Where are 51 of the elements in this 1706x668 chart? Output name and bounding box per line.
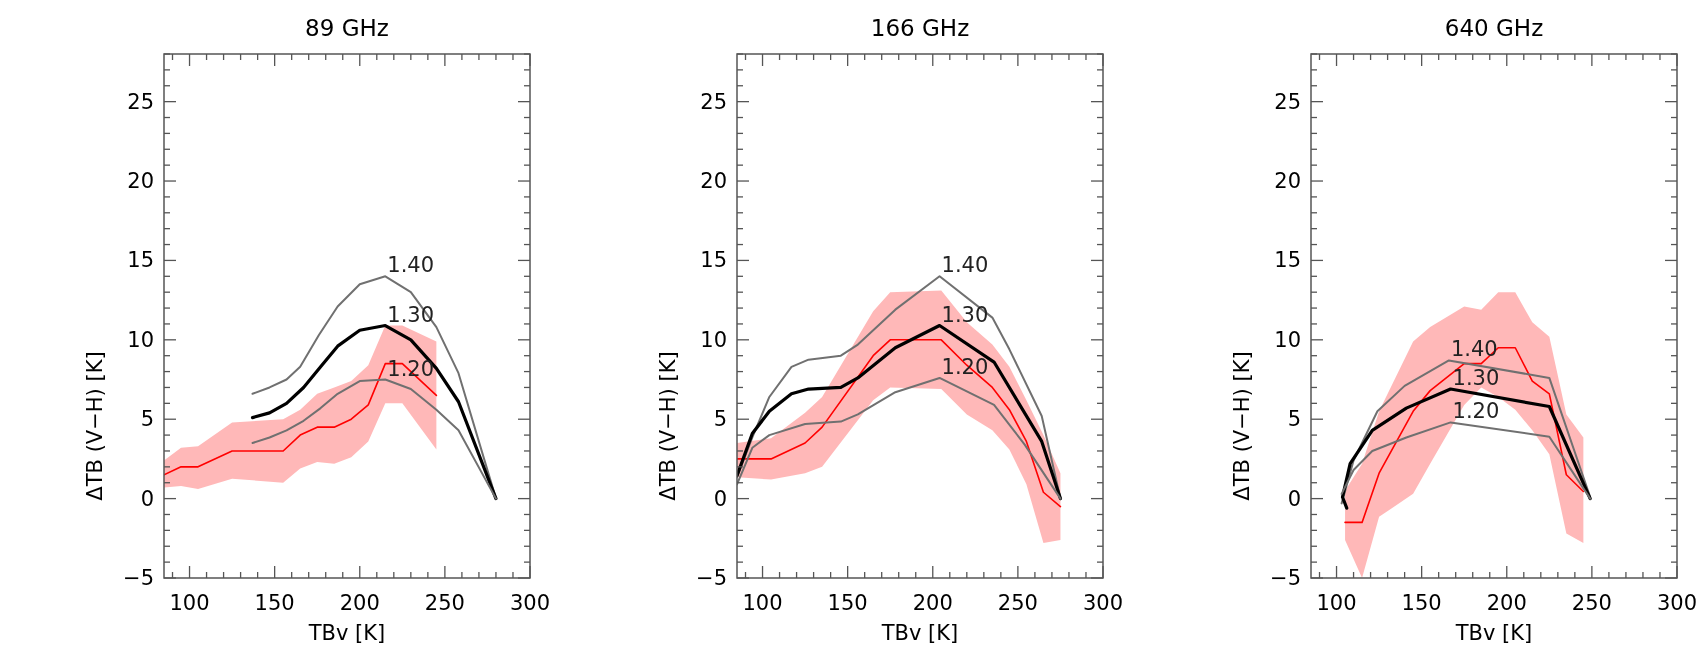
- y-tick-label: −5: [696, 566, 727, 590]
- x-tick-label: 200: [339, 591, 380, 615]
- x-tick-label: 150: [254, 591, 295, 615]
- x-tick-label: 100: [1316, 591, 1357, 615]
- chart-title: 89 GHz: [305, 15, 389, 41]
- series-label: 1.30: [941, 302, 989, 327]
- chart-title: 166 GHz: [870, 15, 970, 41]
- series-label: 1.30: [1452, 366, 1500, 391]
- x-tick-label: 250: [997, 591, 1038, 615]
- x-tick-label: 300: [1082, 591, 1124, 615]
- x-tick-label: 200: [912, 591, 953, 615]
- y-tick-label: 15: [1274, 248, 1301, 273]
- y-axis-title: ΔTB (V−H) [K]: [656, 351, 680, 501]
- y-tick-label: 0: [140, 486, 154, 511]
- series-label: 1.40: [941, 253, 989, 278]
- x-tick-label: 300: [1656, 591, 1698, 615]
- series-label: 1.20: [1452, 399, 1500, 424]
- x-tick-label: 300: [509, 591, 551, 615]
- y-tick-label: 5: [140, 407, 154, 432]
- y-tick-label: 10: [127, 327, 154, 352]
- y-tick-label: 20: [700, 169, 727, 194]
- y-tick-label: 0: [1287, 486, 1301, 511]
- series-label: 1.40: [387, 253, 435, 278]
- x-axis-title: TBv [K]: [307, 621, 386, 645]
- y-tick-label: 10: [700, 327, 727, 352]
- y-tick-label: 5: [1287, 407, 1301, 432]
- y-tick-label: 25: [700, 89, 727, 114]
- x-axis-title: TBv [K]: [880, 621, 959, 645]
- y-tick-label: 5: [713, 407, 727, 432]
- y-tick-label: 15: [700, 248, 727, 273]
- series-label: 1.40: [1450, 337, 1498, 362]
- x-tick-label: 250: [424, 591, 465, 615]
- y-axis-title: ΔTB (V−H) [K]: [1230, 351, 1254, 501]
- x-tick-label: 150: [827, 591, 868, 615]
- x-tick-label: 100: [742, 591, 783, 615]
- y-tick-label: −5: [1270, 566, 1301, 590]
- x-tick-label: 100: [169, 591, 210, 615]
- y-tick-label: 20: [1274, 169, 1301, 194]
- y-tick-label: 0: [713, 486, 727, 511]
- x-tick-label: 250: [1571, 591, 1612, 615]
- chart-title: 640 GHz: [1444, 15, 1544, 41]
- y-tick-label: 25: [127, 89, 154, 114]
- x-tick-label: 150: [1401, 591, 1442, 615]
- x-axis-title: TBv [K]: [1454, 621, 1533, 645]
- y-tick-label: −5: [123, 566, 154, 590]
- x-tick-label: 200: [1486, 591, 1527, 615]
- y-axis-title: ΔTB (V−H) [K]: [83, 351, 107, 501]
- y-tick-label: 10: [1274, 327, 1301, 352]
- y-tick-label: 20: [127, 169, 154, 194]
- y-tick-label: 25: [1274, 89, 1301, 114]
- y-tick-label: 15: [127, 248, 154, 273]
